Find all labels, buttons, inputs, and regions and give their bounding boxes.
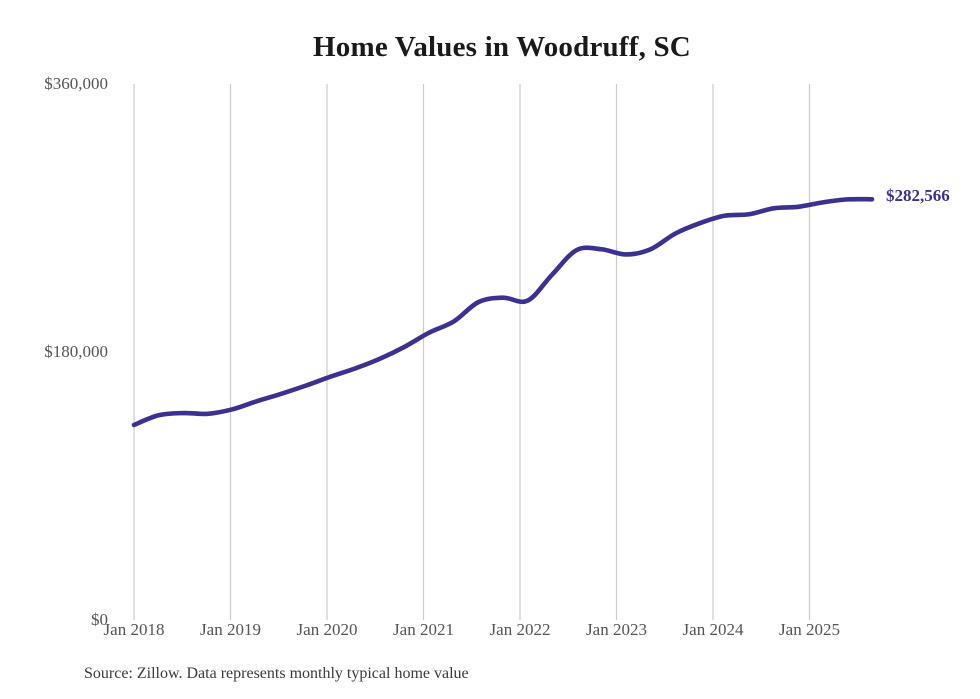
source-note: Source: Zillow. Data represents monthly …: [84, 665, 469, 682]
chart-title: Home Values in Woodruff, SC: [313, 31, 691, 63]
x-axis-tick-jan-2022: Jan 2022: [489, 620, 551, 639]
vertical-gridlines: [133, 84, 811, 620]
x-axis-tick-jan-2018: Jan 2018: [103, 620, 165, 639]
home-value-line: [131, 196, 875, 428]
y-axis-tick-0-label: $0: [91, 610, 108, 629]
x-axis-tick-jan-2020: Jan 2020: [296, 620, 358, 639]
x-axis-tick-jan-2021: Jan 2021: [393, 620, 454, 639]
end-value-annotation: $282,566: [886, 186, 950, 205]
y-axis-tick-360000-label: $360,000: [44, 74, 108, 93]
x-axis-tick-jan-2025: Jan 2025: [779, 620, 840, 639]
x-axis-tick-jan-2024: Jan 2024: [682, 620, 744, 639]
x-axis-tick-jan-2019: Jan 2019: [200, 620, 261, 639]
y-axis-tick-180000-label: $180,000: [44, 342, 108, 361]
x-axis-tick-jan-2023: Jan 2023: [586, 620, 647, 639]
